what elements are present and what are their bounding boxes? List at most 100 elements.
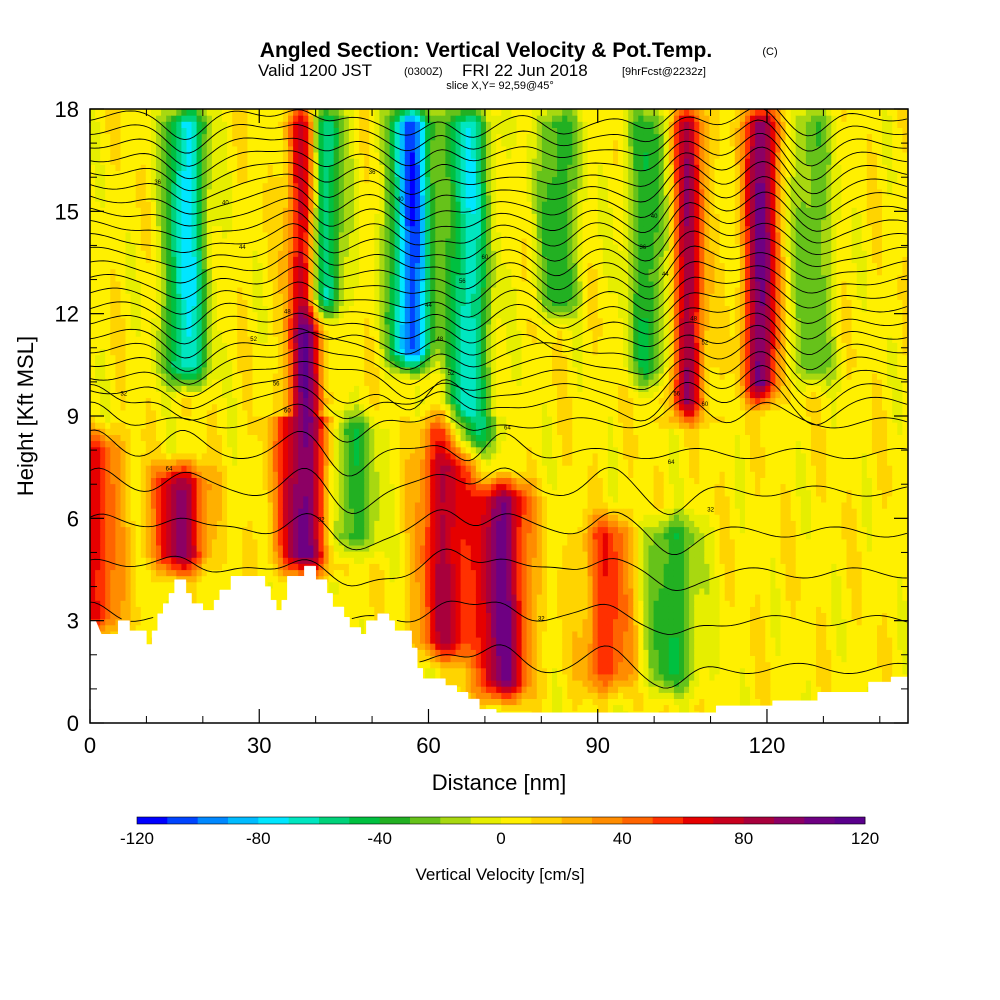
theta-contour [90,202,907,248]
theta-contour [90,398,908,443]
theta-contour [419,644,907,689]
colorbar-swatch [774,817,805,824]
colorbar-swatch [410,817,441,824]
theta-contour [90,109,907,154]
slice-info: slice X,Y= 92,59@45° [446,80,554,92]
theta-contour [90,176,908,222]
contour-label: 32 [538,617,545,623]
y-tick-label: 3 [67,609,79,634]
colorbar-swatch [440,817,471,824]
chart-titles: Angled Section: Vertical Velocity & Pot.… [258,39,778,92]
x-axis-label: Distance [nm] [432,770,567,795]
colorbar-tick-label: 80 [734,829,753,848]
contour-label: 48 [284,310,291,316]
y-tick-label: 6 [67,506,79,531]
colorbar-swatch [743,817,775,824]
theta-contour [90,119,907,167]
contour-label: 36 [154,180,161,186]
theta-contour [90,429,907,477]
colorbar-swatch [137,817,168,824]
forecast-info: [9hrFcst@2232z] [622,66,706,78]
contour-label: 56 [673,392,680,398]
theta-contour [90,188,908,234]
theta-contour [90,324,907,372]
colorbar-swatch [288,817,320,824]
contour-label: 64 [668,460,675,466]
theta-contour [90,230,907,277]
colorbar-swatch [622,817,653,824]
colorbar-swatch [197,817,229,824]
valid-utc: (0300Z) [404,66,443,78]
x-tick-label: 60 [416,733,440,758]
contour-label: 64 [504,426,511,432]
valid-date: FRI 22 Jun 2018 [462,61,588,80]
potential-temperature-contours [90,109,908,689]
contour-label: 60 [702,402,709,408]
theta-contour [90,351,907,400]
chart-title: Angled Section: Vertical Velocity & Pot.… [260,39,712,62]
colorbar-tick-label: -40 [367,829,392,848]
theta-contour [90,379,908,426]
terrain-mask [90,565,908,723]
theta-contour [90,548,907,592]
x-tick-label: 30 [247,733,271,758]
colorbar-swatch [319,817,350,824]
colorbar-tick-label: 40 [613,829,632,848]
contour-label: 56 [459,279,466,285]
contour-labels: 32 36 40 44 48 52 56 60 64 32 36 40 44 48 52 56 60 64 32 36… [120,170,714,623]
contour-label: 40 [651,214,658,220]
colorbar-title: Vertical Velocity [cm/s] [415,865,584,884]
colorbar-swatch [561,817,593,824]
theta-contour [90,466,907,515]
colorbar-tick-label: -80 [246,829,271,848]
theta-contour [90,161,908,209]
y-axis-label: Height [Kft MSL] [13,336,38,496]
theta-contour [90,132,907,181]
theta-contour [90,289,908,331]
contour-label: 56 [273,381,280,387]
colorbar-swatch [531,817,562,824]
theta-contour [90,261,908,304]
contour-label: 40 [222,201,229,207]
contour-label: 36 [369,170,376,176]
contour-label: 32 [120,392,127,398]
theta-contour [90,600,908,635]
colorbar-tick-label: 120 [851,829,879,848]
colorbar-swatch [379,817,411,824]
colorbar-swatch [652,817,684,824]
contour-label: 60 [482,255,489,261]
contour-label: 44 [662,272,669,278]
colorbar: -120 -80 -40 0 40 80 120 [120,816,879,848]
contour-label: 40 [397,197,404,203]
colorbar-tick-label: -120 [120,829,154,848]
colorbar-tick-label: 0 [496,829,505,848]
theta-contour [90,109,907,141]
y-tick-label: 18 [55,97,79,122]
theta-contour [90,216,907,262]
colorbar-frame [136,816,866,825]
y-tick-label: 15 [55,199,79,224]
theta-contour [90,146,907,195]
colorbar-swatch [167,817,198,824]
theta-contour [90,365,908,413]
colorbar-swatch [349,817,380,824]
contour-label: 48 [690,317,697,323]
x-tick-label: 90 [585,733,609,758]
theta-contour [90,300,908,345]
colorbar-swatch [501,817,532,824]
y-tick-label: 12 [55,302,79,327]
theta-contour [90,312,907,359]
y-tick-label: 0 [67,711,79,736]
contour-label: 36 [640,245,647,251]
contour-label: 44 [239,245,246,251]
colorbar-swatch [258,817,289,824]
colorbar-swatch [228,817,259,824]
contour-label: 52 [702,340,709,346]
colorbar-swatch [834,817,866,824]
contour-label: 48 [436,337,443,343]
valid-prefix: Valid 1200 JST [258,61,372,80]
theta-contour [90,509,908,556]
colorbar-swatch [683,817,714,824]
